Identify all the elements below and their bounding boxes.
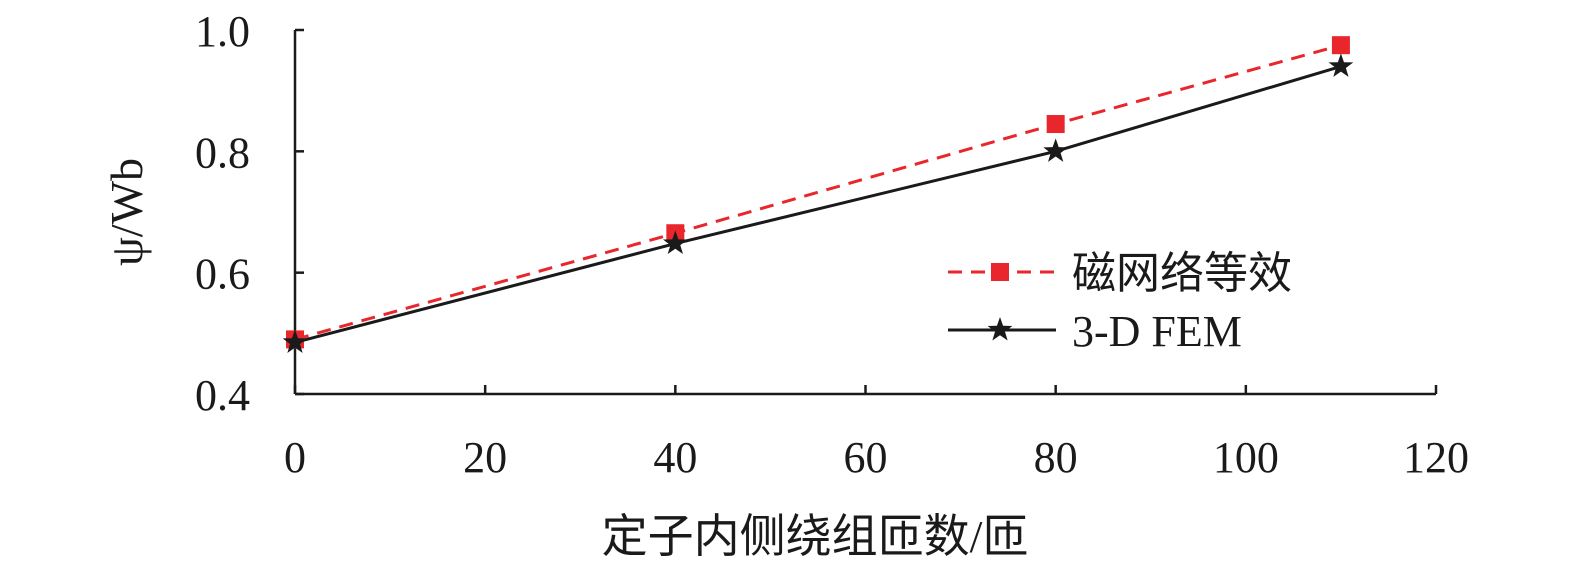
- x-tick-label: 60: [844, 433, 888, 482]
- legend-entry-3d-fem: 3-D FEM: [948, 307, 1242, 356]
- data-point-square: [1331, 36, 1350, 55]
- x-tick-label: 120: [1403, 433, 1469, 482]
- y-axis-label: ψ/Wb: [101, 158, 152, 266]
- legend-entry-magnetic-network: 磁网络等效: [948, 249, 1292, 298]
- legend-label-3d-fem: 3-D FEM: [1072, 307, 1242, 356]
- x-tick-label: 80: [1034, 433, 1078, 482]
- data-point-square: [1046, 115, 1065, 134]
- legend-marker-square: [991, 263, 1009, 281]
- series-line-0: [294, 43, 1342, 341]
- legend-marker-star: [987, 317, 1013, 341]
- x-axis-label: 定子内侧绕组匝数/匝: [602, 511, 1029, 562]
- y-tick-label: 0.4: [195, 371, 250, 420]
- y-ticks: 0.4 0.6 0.8 1.0: [195, 7, 304, 420]
- axes: [293, 30, 1436, 396]
- series-layer: [282, 36, 1354, 353]
- x-tick-label: 40: [653, 433, 697, 482]
- x-ticks: 0 20 40 60 80 100 120: [284, 385, 1469, 482]
- data-point-star: [662, 230, 688, 255]
- x-tick-label: 0: [284, 433, 306, 482]
- y-tick-label: 0.6: [195, 250, 250, 299]
- legend: 磁网络等效 3-D FEM: [948, 249, 1292, 356]
- data-point-star: [1043, 138, 1069, 162]
- data-point-star: [1328, 53, 1354, 77]
- x-tick-label: 100: [1213, 433, 1279, 482]
- data-point-star: [282, 329, 308, 353]
- legend-label-magnetic-network: 磁网络等效: [1072, 249, 1292, 298]
- y-tick-label: 1.0: [195, 7, 250, 56]
- x-tick-label: 20: [463, 433, 507, 482]
- y-tick-label: 0.8: [195, 128, 250, 177]
- series-line-1: [294, 64, 1342, 344]
